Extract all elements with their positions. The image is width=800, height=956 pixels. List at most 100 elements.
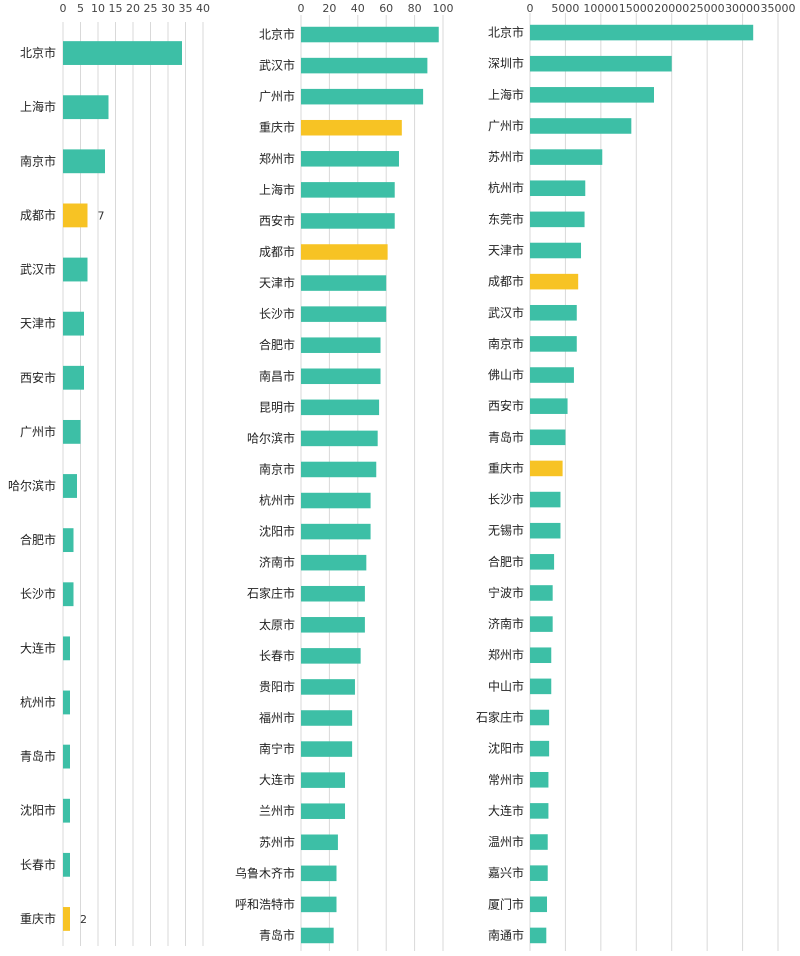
tick-label: 40 (351, 2, 365, 15)
bar (63, 41, 182, 65)
bar (63, 744, 70, 769)
bar (301, 119, 402, 136)
category-label: 南通市 (488, 927, 524, 942)
category-label: 广州市 (488, 118, 524, 133)
bar (63, 528, 74, 553)
bar (530, 585, 553, 601)
category-label: 嘉兴市 (488, 865, 524, 880)
tick-label: 10000 (583, 2, 618, 15)
category-label: 济南市 (488, 616, 524, 631)
bar (301, 26, 439, 43)
category-label: 宁波市 (488, 585, 524, 600)
category-label: 武汉市 (20, 262, 56, 277)
bar (301, 679, 355, 695)
category-label: 苏州市 (488, 149, 524, 164)
bar (530, 709, 550, 726)
category-label: 哈尔滨市 (247, 430, 295, 445)
category-label: 沈阳市 (488, 741, 524, 756)
tick-label: 100 (433, 2, 454, 15)
category-label: 成都市 (488, 274, 524, 289)
category-label: 天津市 (488, 243, 524, 258)
category-label: 上海市 (20, 99, 56, 114)
category-label: 天津市 (20, 316, 56, 331)
tick-label: 35 (179, 2, 193, 15)
tick-label: 10 (91, 2, 105, 15)
category-label: 呼和浩特市 (235, 896, 295, 911)
bar (63, 798, 70, 823)
tick-label: 80 (408, 2, 422, 15)
tick-label: 30000 (725, 2, 760, 15)
bar (530, 522, 561, 539)
category-label: 上海市 (488, 87, 524, 102)
tick-label: 35000 (761, 2, 796, 15)
category-label: 温州市 (488, 834, 524, 849)
tick-label: 5000 (551, 2, 579, 15)
bar (63, 203, 88, 228)
tick-label: 20 (126, 2, 140, 15)
bar (301, 461, 377, 478)
category-label: 西安市 (20, 370, 56, 385)
bar (530, 803, 549, 819)
category-label: 大连市 (259, 772, 295, 787)
tick-label: 60 (379, 2, 393, 15)
bar (530, 616, 553, 632)
bar (530, 771, 549, 788)
bar (301, 834, 338, 851)
bar (530, 87, 654, 103)
category-label: 乌鲁木齐市 (235, 865, 295, 880)
bar (301, 617, 365, 633)
bar (530, 834, 548, 850)
category-label: 无锡市 (488, 523, 524, 538)
bar (301, 430, 378, 447)
tick-label: 15000 (619, 2, 654, 15)
bar (301, 275, 387, 291)
category-label: 广州市 (259, 89, 295, 104)
bar (530, 865, 548, 881)
category-label: 青岛市 (259, 927, 295, 942)
category-label: 沈阳市 (20, 803, 56, 818)
category-label: 成都市 (20, 207, 56, 222)
tick-label: 25000 (690, 2, 725, 15)
tick-label: 20 (322, 2, 336, 15)
category-label: 天津市 (259, 275, 295, 290)
category-label: 重庆市 (259, 120, 295, 135)
bar (301, 772, 346, 788)
bar (530, 242, 582, 259)
bar (301, 213, 395, 229)
data-label: 2 (80, 913, 87, 926)
category-label: 杭州市 (488, 180, 524, 195)
bar (63, 852, 70, 877)
bar (63, 582, 74, 607)
category-label: 济南市 (259, 555, 295, 570)
tick-label: 0 (60, 2, 67, 15)
tick-label: 20000 (654, 2, 689, 15)
bar (530, 367, 574, 383)
category-label: 西安市 (488, 398, 524, 413)
bar (530, 149, 603, 165)
category-label: 常州市 (488, 772, 524, 787)
bar (301, 554, 367, 571)
bar (530, 554, 555, 570)
bar (530, 118, 632, 134)
bar (63, 419, 81, 444)
category-label: 大连市 (20, 640, 56, 655)
category-label: 佛山市 (488, 367, 524, 382)
bar (530, 273, 579, 290)
category-label: 武汉市 (488, 305, 524, 320)
tick-label: 0 (527, 2, 534, 15)
category-label: 北京市 (488, 25, 524, 40)
category-label: 南京市 (20, 153, 56, 168)
bar (63, 690, 70, 715)
bar (530, 304, 577, 321)
category-label: 南昌市 (259, 368, 295, 383)
bar (530, 678, 552, 695)
tick-label: 30 (161, 2, 175, 15)
bar (301, 523, 371, 540)
category-label: 中山市 (488, 678, 524, 693)
bar (530, 491, 561, 508)
category-label: 长春市 (259, 648, 295, 663)
tick-label: 15 (109, 2, 123, 15)
category-label: 重庆市 (20, 911, 56, 926)
category-label: 沈阳市 (259, 524, 295, 539)
